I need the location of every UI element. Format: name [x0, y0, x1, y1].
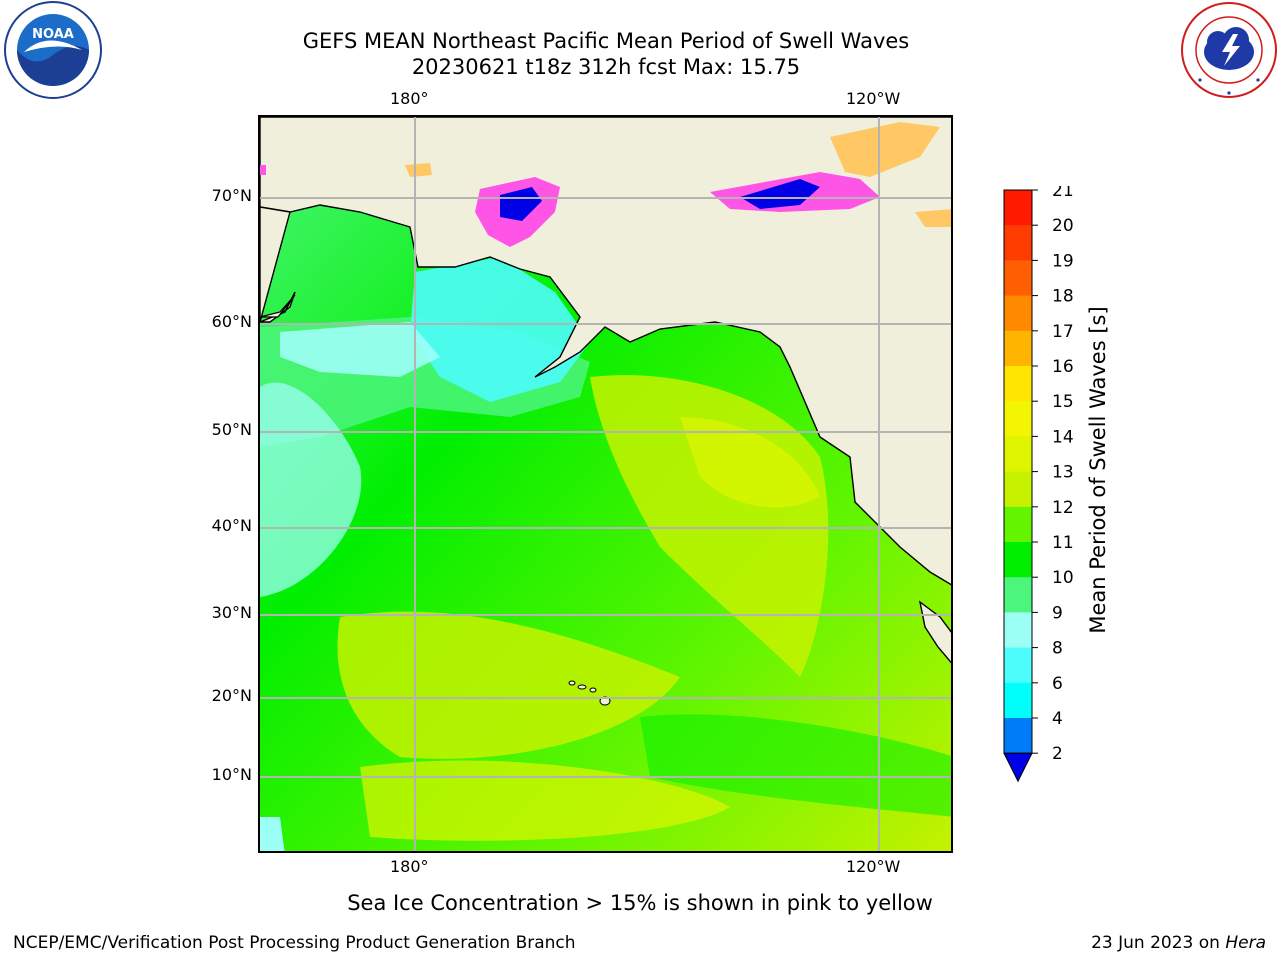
- colorbar-title: Mean Period of Swell Waves [s]: [1086, 306, 1110, 634]
- footer-host: Hera: [1225, 933, 1266, 953]
- colorbar-segment: [1004, 682, 1032, 719]
- colorbar-tick-label: 12: [1052, 498, 1074, 518]
- colorbar-tick-label: 20: [1052, 216, 1074, 236]
- colorbar-tick-label: 2: [1052, 744, 1063, 764]
- swell-period-map: [260, 117, 951, 851]
- colorbar-segment: [1004, 401, 1032, 437]
- lat-label-50n: 50°N: [211, 420, 252, 439]
- bering-sea-short-period: [410, 257, 590, 402]
- footer-date-text: 23 Jun 2023 on: [1091, 933, 1226, 953]
- colorbar-tick-label: 14: [1052, 427, 1074, 447]
- colorbar-segment: [1004, 718, 1032, 754]
- graticule: [260, 117, 951, 851]
- sea-ice-note: Sea Ice Concentration > 15% is shown in …: [347, 891, 933, 915]
- chart-subtitle: 20230621 t18z 312h fcst Max: 15.75: [411, 55, 801, 79]
- colorbar-tick-label: 13: [1052, 463, 1074, 483]
- colorbar-segment: [1004, 471, 1032, 508]
- colorbar-segment: [1004, 295, 1032, 332]
- colorbar-tick-label: 8: [1052, 639, 1063, 659]
- lat-label-30n: 30°N: [211, 603, 252, 622]
- colorbar-tick-label: 21: [1052, 186, 1074, 201]
- colorbar: 21 20 19 18 17 16 15 14 13 12 11 10 9 8 6 4 2: [1000, 181, 1090, 786]
- colorbar-segment: [1004, 577, 1032, 613]
- footer-date: 23 Jun 2023 on Hera: [1091, 933, 1266, 953]
- lon-label-bottom-180: 180°: [390, 857, 429, 876]
- colorbar-segment: [1004, 330, 1032, 367]
- colorbar-svg: 21 20 19 18 17 16 15 14 13 12 11 10 9 8 6 4 2: [1003, 181, 1074, 783]
- colorbar-segment: [1004, 260, 1032, 297]
- lon-label-bottom-120w: 120°W: [846, 857, 901, 876]
- colorbar-under-arrow: [1003, 752, 1033, 783]
- colorbar-tick-label: 16: [1052, 357, 1074, 377]
- siberia-coast: [260, 294, 296, 318]
- noaa-logo: NOAA: [2, 0, 104, 100]
- colorbar-tick-label: 17: [1052, 322, 1074, 342]
- colorbar-tick-label: 4: [1052, 709, 1063, 729]
- colorbar-tick-label: 18: [1052, 287, 1074, 307]
- colorbar-segment: [1004, 436, 1032, 473]
- colorbar-tick-label: 9: [1052, 603, 1063, 623]
- colorbar-tick-label: 10: [1052, 568, 1074, 588]
- lon-label-top-120w: 120°W: [846, 89, 901, 108]
- colorbar-tick-label: 6: [1052, 674, 1063, 694]
- lat-label-60n: 60°N: [211, 312, 252, 331]
- colorbar-segment: [1004, 190, 1032, 226]
- sea-ice: [260, 122, 951, 247]
- lat-label-40n: 40°N: [211, 516, 252, 535]
- colorbar-segment: [1004, 647, 1032, 684]
- colorbar-tick-label: 15: [1052, 392, 1074, 412]
- noaa-logo-text: NOAA: [32, 27, 74, 42]
- colorbar-segment: [1004, 366, 1032, 402]
- colorbar-tick-label: 11: [1052, 533, 1074, 553]
- nws-logo: [1178, 0, 1280, 100]
- colorbar-segment: [1004, 225, 1032, 261]
- colorbar-segment: [1004, 506, 1032, 543]
- footer-credit: NCEP/EMC/Verification Post Processing Pr…: [13, 933, 576, 953]
- lat-label-20n: 20°N: [211, 686, 252, 705]
- colorbar-tick-label: 19: [1052, 251, 1074, 271]
- land: [260, 117, 951, 664]
- lat-label-70n: 70°N: [211, 186, 252, 205]
- chart-title: GEFS MEAN Northeast Pacific Mean Period …: [302, 29, 910, 53]
- lon-label-top-180: 180°: [390, 89, 429, 108]
- colorbar-segment: [1004, 542, 1032, 578]
- map-panel: [258, 115, 953, 853]
- lat-label-10n: 10°N: [211, 765, 252, 784]
- colorbar-segment: [1004, 612, 1032, 649]
